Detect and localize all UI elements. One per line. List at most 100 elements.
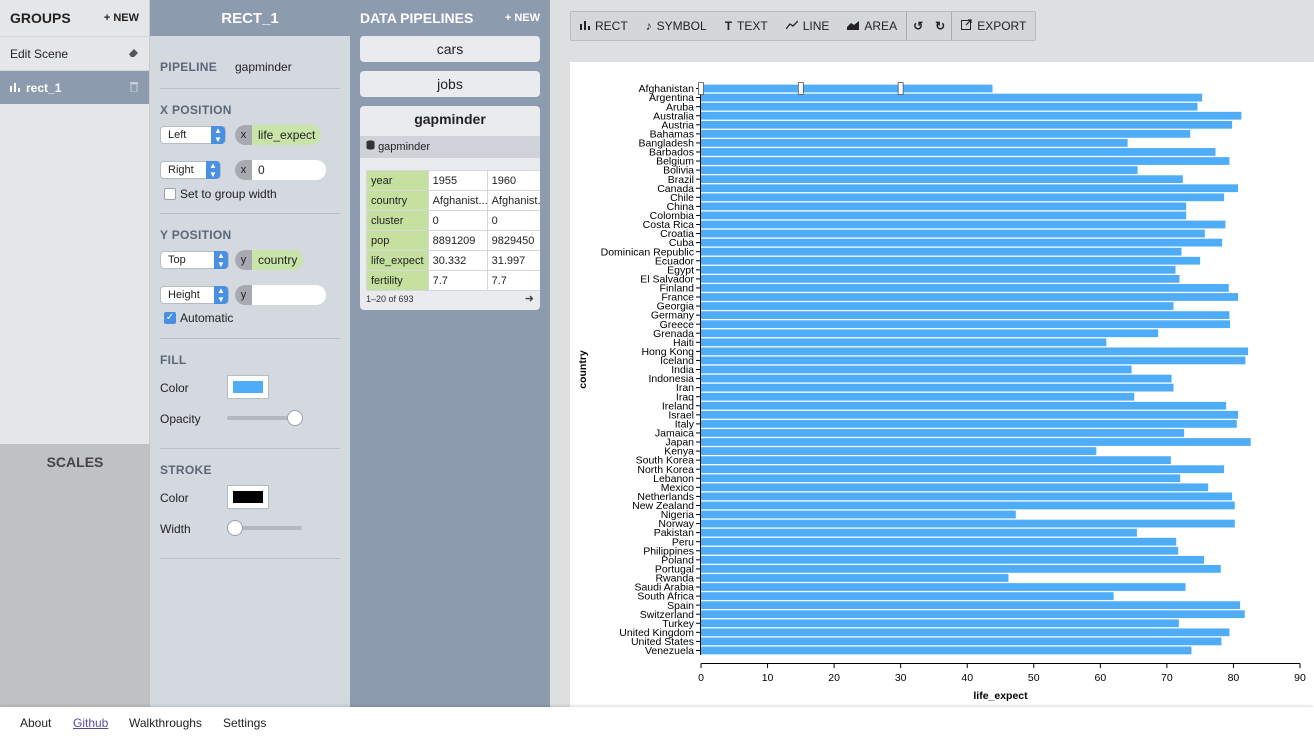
opacity-slider-handle[interactable] [287, 410, 303, 426]
selection-handle[interactable] [897, 82, 904, 95]
bar[interactable] [701, 238, 1223, 247]
undo-button[interactable]: ↺ [907, 12, 929, 40]
bar[interactable] [701, 555, 1205, 564]
pipeline-name[interactable]: gapminder [414, 111, 486, 127]
stroke-width-slider[interactable] [227, 526, 302, 530]
group-item-rect-1[interactable]: rect_1 [0, 70, 149, 104]
bar[interactable] [701, 311, 1230, 320]
chart-canvas[interactable]: Afghanistan Argentina Aruba Australia Austri… [570, 62, 1314, 707]
x-field-pill[interactable]: x life_expect [235, 125, 322, 145]
bar[interactable] [701, 637, 1222, 646]
bar[interactable] [701, 510, 1016, 519]
bar[interactable] [701, 102, 1198, 111]
bar[interactable] [701, 528, 1137, 537]
bar[interactable] [701, 583, 1186, 591]
bar[interactable] [701, 610, 1245, 619]
y-second-property-select[interactable]: Height ▲ ▼ [160, 286, 229, 304]
bar[interactable] [701, 247, 1182, 256]
bar[interactable] [701, 93, 1203, 102]
fill-color-swatch[interactable] [227, 375, 269, 399]
bar[interactable] [701, 111, 1242, 120]
opacity-slider[interactable] [227, 416, 302, 420]
bar[interactable] [701, 347, 1249, 356]
bar[interactable] [701, 628, 1230, 637]
bar[interactable] [701, 601, 1241, 610]
rect-mark-button[interactable]: RECT [571, 12, 637, 40]
bar[interactable] [701, 537, 1177, 546]
y-first-property-select[interactable]: Top ▲ ▼ [160, 251, 229, 269]
bar[interactable] [701, 646, 1192, 655]
bar[interactable] [701, 166, 1138, 174]
bar[interactable] [701, 456, 1171, 465]
group-width-checkbox[interactable] [164, 188, 176, 200]
y-field-pill[interactable]: y country [235, 250, 304, 270]
x-second-property-select[interactable]: Right ▲ ▼ [160, 161, 221, 179]
bar[interactable] [701, 447, 1097, 455]
bar[interactable] [701, 438, 1251, 446]
about-link[interactable]: About [20, 716, 52, 730]
bar[interactable] [701, 501, 1235, 510]
bar[interactable] [701, 274, 1180, 283]
eraser-icon[interactable] [128, 47, 139, 61]
bar[interactable] [701, 175, 1183, 184]
text-mark-button[interactable]: T TEXT [724, 19, 768, 33]
bar[interactable] [701, 565, 1221, 573]
bar[interactable] [701, 256, 1201, 265]
pipeline-item-jobs[interactable]: jobs [360, 71, 540, 97]
github-link[interactable]: Github [73, 716, 109, 730]
bar[interactable] [701, 410, 1239, 419]
bar[interactable] [701, 383, 1174, 392]
bar[interactable] [701, 184, 1239, 193]
bar[interactable] [701, 365, 1132, 374]
new-pipeline-button[interactable]: + NEW [504, 12, 540, 24]
pipeline-item-cars[interactable]: cars [360, 36, 540, 62]
next-page-icon[interactable]: ➜ [524, 293, 534, 305]
bar[interactable] [701, 148, 1216, 156]
bar[interactable] [701, 574, 1009, 582]
y-height-input[interactable]: y [235, 285, 326, 305]
edit-scene-item[interactable]: Edit Scene [0, 36, 149, 70]
bar[interactable] [701, 338, 1107, 347]
bar[interactable] [701, 419, 1237, 428]
bar[interactable] [701, 302, 1174, 310]
bar[interactable] [701, 120, 1233, 129]
automatic-checkbox[interactable]: ✓ [164, 312, 176, 324]
line-mark-button[interactable]: LINE [777, 12, 839, 40]
bar[interactable] [701, 220, 1226, 229]
bar[interactable] [701, 193, 1225, 202]
settings-link[interactable]: Settings [223, 716, 267, 730]
bar[interactable] [701, 483, 1209, 492]
bar[interactable] [701, 429, 1185, 437]
export-button[interactable]: EXPORT [952, 12, 1035, 40]
bar-chart[interactable]: AfghanistanArgentinaArubaAustraliaAustri… [570, 62, 1314, 707]
bar[interactable] [701, 139, 1128, 147]
x-right-input[interactable]: x 0 [235, 160, 326, 180]
bar[interactable] [701, 320, 1231, 329]
stroke-width-slider-handle[interactable] [227, 520, 243, 536]
trash-icon[interactable] [129, 81, 139, 95]
bar[interactable] [701, 619, 1179, 628]
bar[interactable] [701, 356, 1246, 365]
bar[interactable] [701, 392, 1135, 401]
bar[interactable] [701, 374, 1172, 383]
bar[interactable] [701, 202, 1187, 211]
bar[interactable] [701, 211, 1187, 220]
bar[interactable] [701, 519, 1235, 528]
bar[interactable] [701, 265, 1176, 274]
symbol-mark-button[interactable]: ♪ SYMBOL [645, 19, 707, 33]
bar[interactable] [701, 293, 1239, 301]
bar[interactable] [701, 229, 1205, 238]
stroke-color-swatch[interactable] [227, 485, 269, 509]
bar[interactable] [701, 157, 1230, 165]
area-mark-button[interactable]: AREA [838, 12, 906, 40]
bar[interactable] [701, 84, 993, 93]
new-group-button[interactable]: + NEW [103, 12, 139, 24]
selection-handle[interactable] [797, 82, 804, 95]
bar[interactable] [701, 474, 1181, 483]
redo-button[interactable]: ↻ [929, 12, 951, 40]
bar[interactable] [701, 465, 1225, 474]
selection-handle[interactable] [698, 82, 704, 95]
pipeline-source[interactable]: gapminder [360, 136, 540, 158]
bar[interactable] [701, 329, 1159, 338]
bar[interactable] [701, 284, 1229, 292]
